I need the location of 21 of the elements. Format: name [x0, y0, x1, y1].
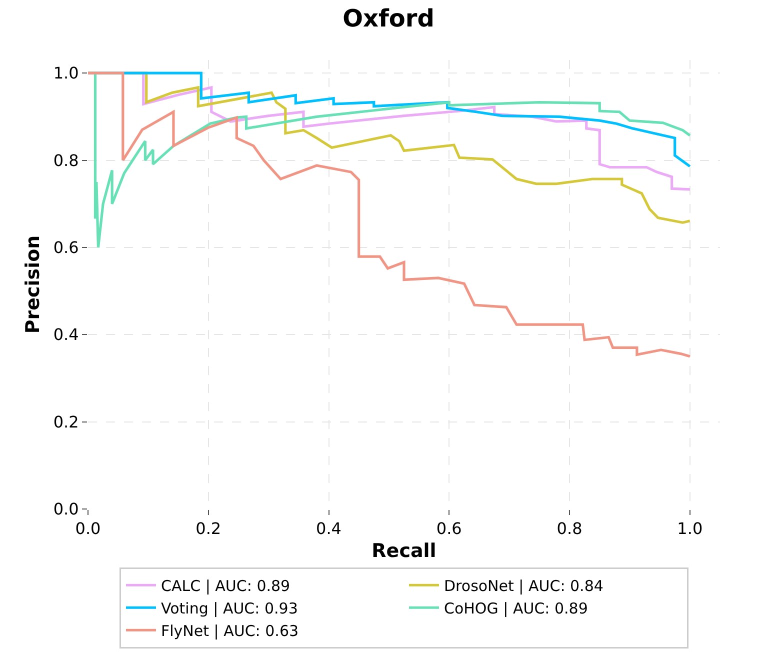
- y-tick-label: 0.0: [53, 500, 79, 519]
- x-axis-title: Recall: [372, 540, 436, 562]
- line-series: [88, 72, 692, 358]
- y-tick-label: 0.8: [53, 150, 79, 170]
- x-tick-label: 0.6: [436, 519, 462, 538]
- y-axis-title: Precision: [22, 235, 44, 334]
- chart-title: Oxford: [342, 4, 434, 33]
- x-tick-label: 0.8: [556, 519, 582, 538]
- x-tick-label: 1.0: [677, 519, 703, 538]
- legend-label: DrosoNet | AUC: 0.84: [444, 576, 604, 595]
- x-tick-label: 0.4: [316, 519, 342, 538]
- legend-label: Voting | AUC: 0.93: [161, 599, 298, 618]
- legend-label: CoHOG | AUC: 0.89: [444, 599, 588, 618]
- y-tick-label: 0.6: [53, 238, 79, 258]
- y-tick-label: 0.4: [53, 325, 79, 344]
- y-tick-label: 0.2: [53, 412, 79, 432]
- legend-label: FlyNet | AUC: 0.63: [161, 622, 299, 640]
- x-tick-label: 0.0: [75, 519, 101, 538]
- y-tick-label: 1.0: [53, 64, 79, 83]
- legend-label: CALC | AUC: 0.89: [161, 576, 290, 595]
- x-tick-label: 0.2: [196, 519, 222, 538]
